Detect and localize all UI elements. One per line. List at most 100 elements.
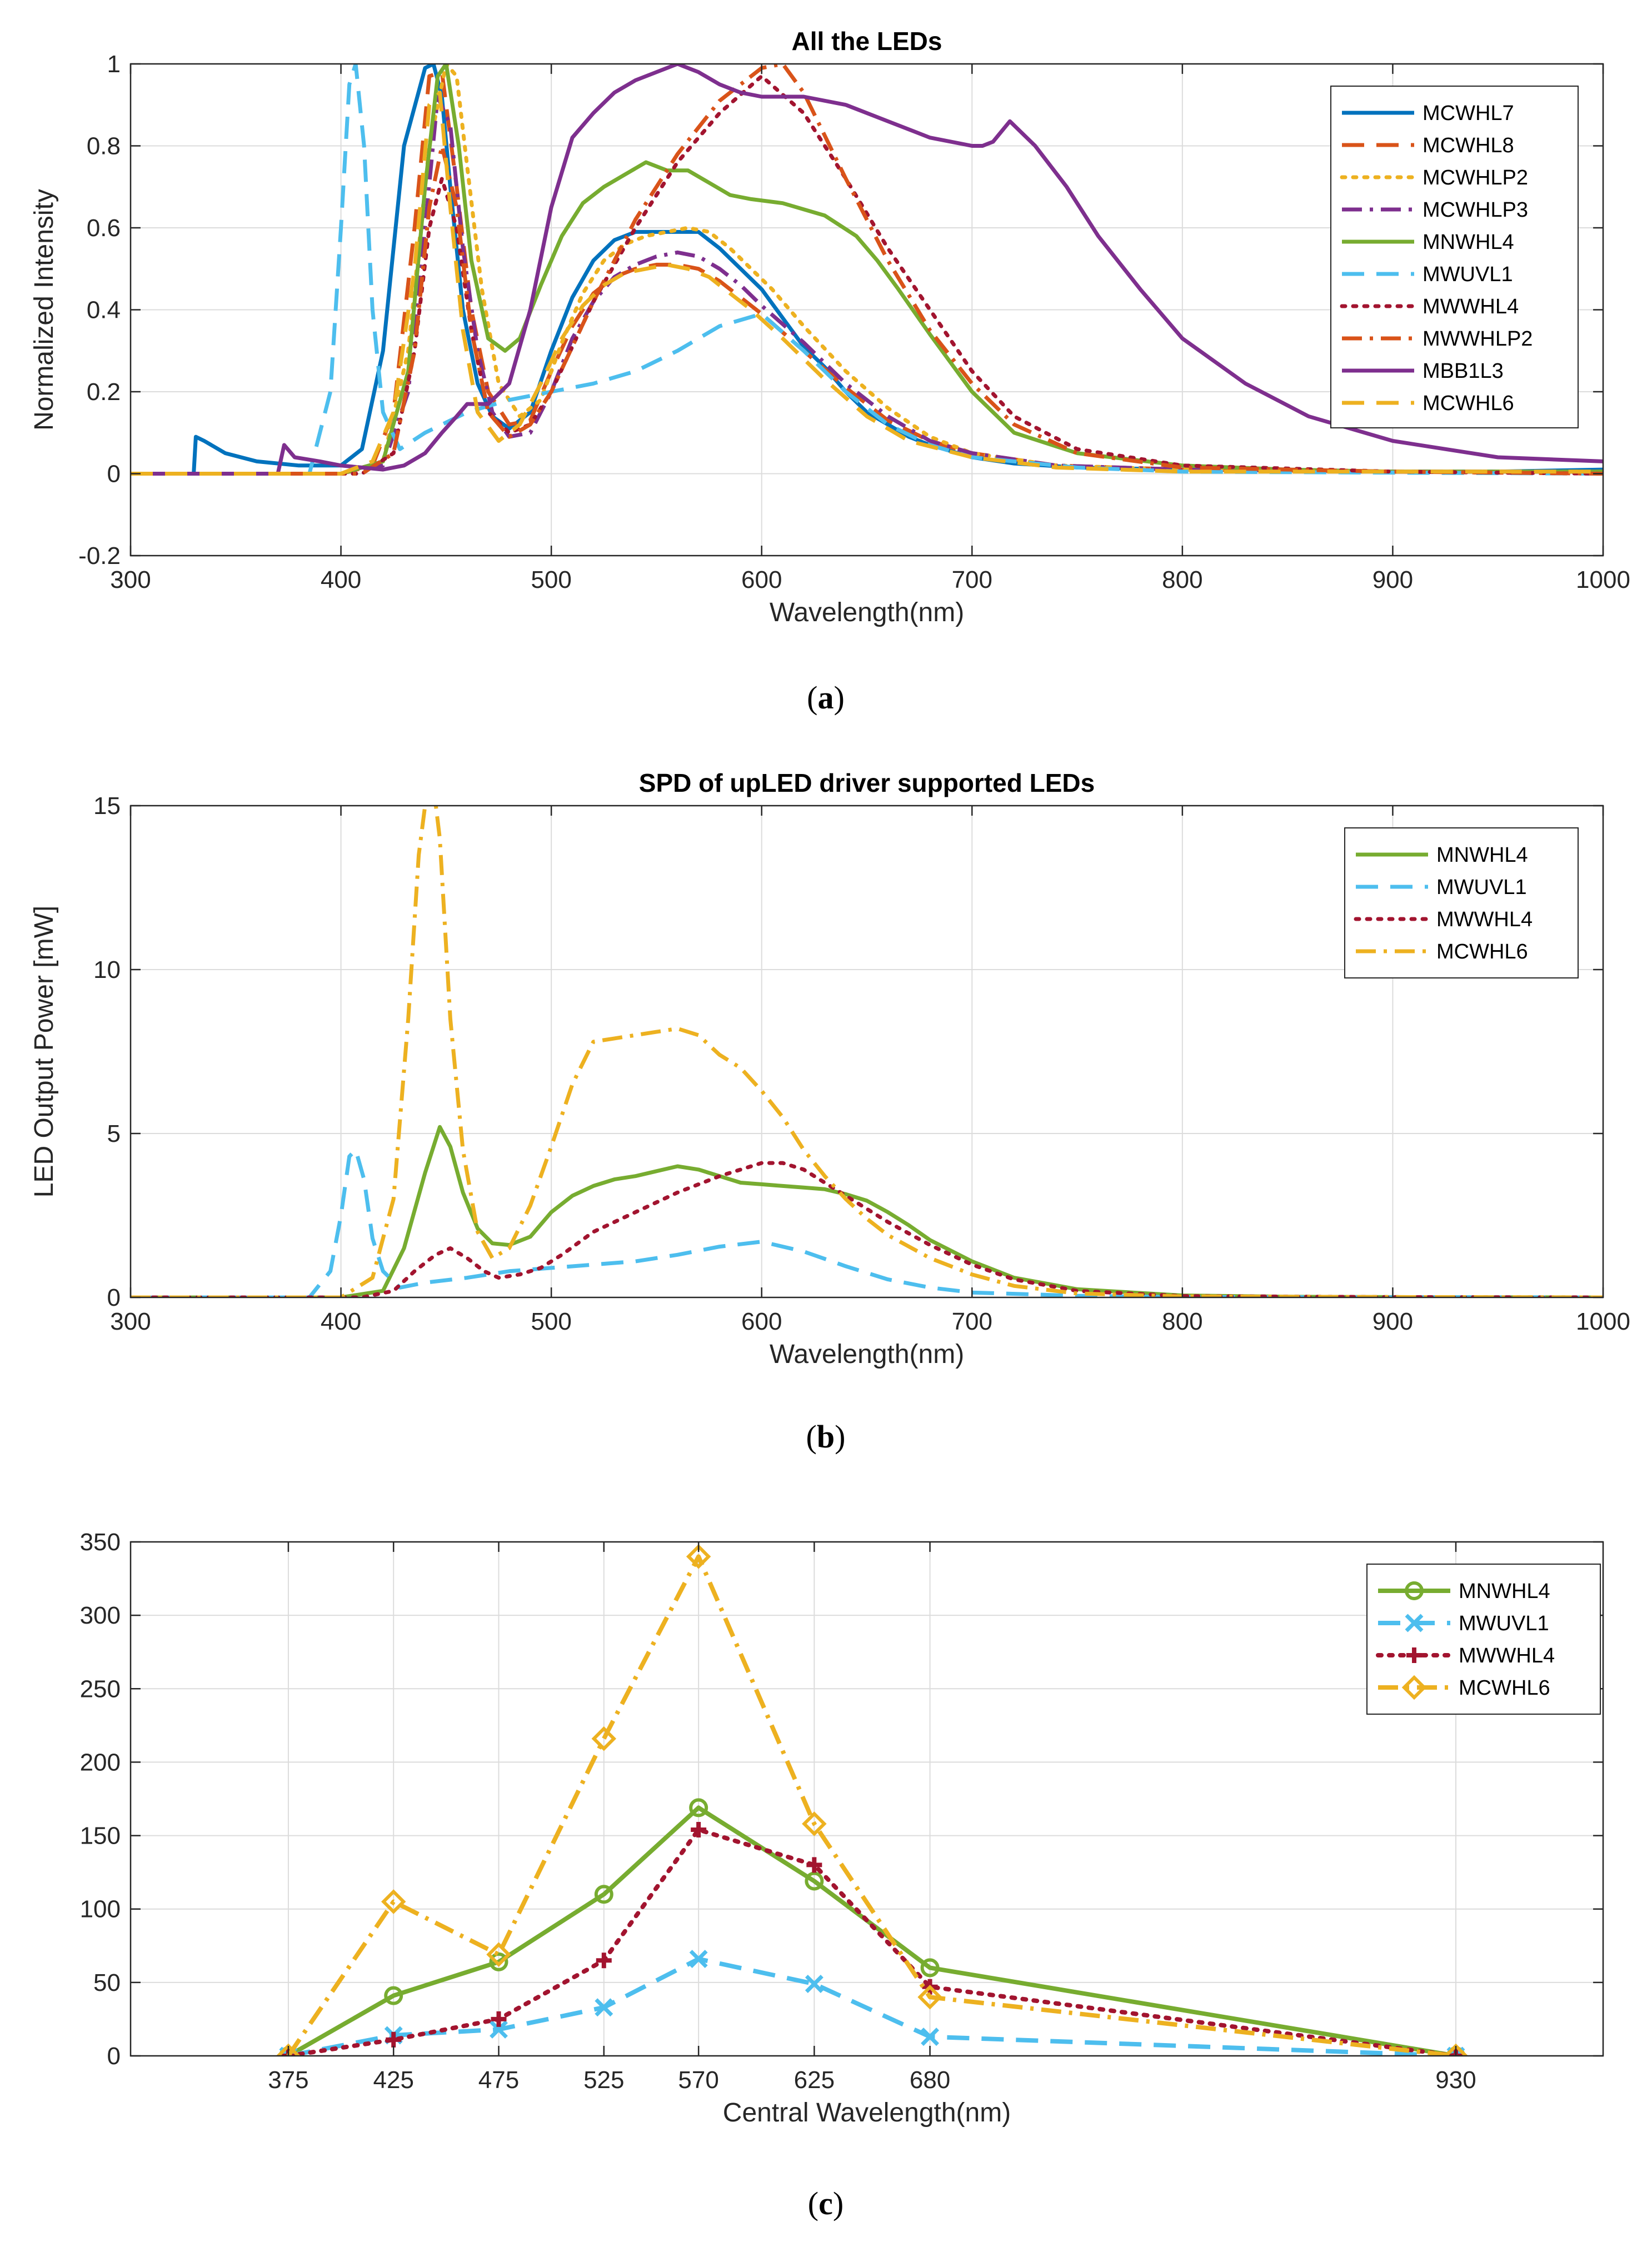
axes-box [129,1541,1604,2057]
x-tick-label: 400 [321,1308,361,1335]
data-point-mnwhl4 [920,1958,940,1978]
data-point-mcwhl6 [381,1889,406,1914]
series-line-mcwhl6 [286,1554,1456,2056]
series-line-mcwhl6 [131,91,1603,476]
x-tick-label: 500 [531,566,571,593]
legend-marker [1406,1647,1422,1663]
series-line-mnwhl4 [131,64,1603,476]
x-tick-label: 375 [268,2066,308,2094]
x-tick-label: 600 [741,1308,782,1335]
y-tick-label: 0.2 [87,378,121,406]
plot-area [131,1542,1603,2056]
x-tick-label: 570 [678,2066,718,2094]
x-tick-label: 525 [583,2066,624,2094]
y-tick-label: 0.8 [87,133,121,160]
data-point-mcwhl6 [1443,2043,1469,2056]
legend-marker [1401,1675,1427,1700]
data-point-mcwhl6 [276,2043,301,2056]
panel-caption: (c) [808,2185,844,2221]
x-tick-label: 680 [910,2066,950,2094]
x-tick-label: 400 [321,566,361,593]
x-tick-label: 300 [110,566,151,593]
legend-entry-mwuvl1: MWUVL1 [1423,263,1513,286]
data-point-mwuvl1 [689,1950,708,1969]
series-line-mbb1l3 [131,64,1603,476]
series-line-mwwhlp2 [131,64,1603,476]
y-axis-label: Normalized Intensity [29,189,59,431]
legend-entry-mcwhl6: MCWHL6 [1436,940,1528,963]
x-axis-label: Wavelength(nm) [770,598,964,627]
data-point-mcwhl6 [486,1942,511,1967]
y-tick-label: 300 [80,1602,121,1629]
data-point-mwwhl4 [491,2011,507,2027]
x-tick-label: 300 [110,1308,151,1335]
chart-a: 300 400 500 600 700 800 900 1000 -0.2 0 0.2 0.4 0.6 0… [29,27,1630,716]
legend: MNWHL4 MWUVL1 MWWHL4 MCWHL6 [1344,827,1579,978]
legend-entry-mwwhl4: MWWHL4 [1459,1644,1555,1667]
data-point-mnwhl4 [594,1885,613,1904]
x-axis-label: Wavelength(nm) [770,1340,964,1369]
legend-entry-mcwhl6: MCWHL6 [1459,1676,1550,1700]
y-tick-label: 10 [93,956,121,983]
legend-entry-mcwhl7: MCWHL7 [1423,102,1514,125]
x-tick-label: 1000 [1576,1308,1630,1335]
legend-entry-mnwhl4: MNWHL4 [1459,1580,1550,1603]
x-tick-label: 500 [531,1308,571,1335]
legend-entry-mcwhl6: MCWHL6 [1423,392,1514,415]
x-tick-label: 800 [1162,566,1202,593]
legend-entry-mwuvl1: MWUVL1 [1459,1612,1549,1635]
series-line-mcwhl6 [131,806,1603,1297]
y-tick-label: 5 [107,1120,121,1147]
y-tick-label: 0.4 [87,297,121,324]
data-point-mwuvl1 [490,2020,508,2039]
y-tick-label: 50 [93,1969,121,1996]
data-point-mwwhl4 [691,1822,707,1837]
y-tick-label: 350 [80,1529,121,1556]
chart-b: 300 400 500 600 700 800 900 1000 0 5 10 15 Wavelengt… [29,768,1630,1455]
data-point-mwwhl4 [806,1857,822,1873]
series-line-mwuvl1 [131,1148,1603,1297]
data-point-mnwhl4 [384,1986,403,2005]
series-line-mnwhl4 [131,1125,1603,1297]
legend-entry-mnwhl4: MNWHL4 [1423,231,1514,254]
y-tick-label: 200 [80,1749,121,1776]
x-axis-label: Central Wavelength(nm) [723,2098,1011,2128]
data-point-mnwhl4 [805,1871,824,1891]
y-tick-label: 100 [80,1896,121,1923]
panel-caption: (a) [807,680,845,716]
y-tick-label: -0.2 [78,542,121,570]
legend-entry-mnwhl4: MNWHL4 [1436,843,1528,867]
axes-box [129,805,1604,1299]
x-tick-label: 900 [1372,566,1413,593]
x-tick-label: 700 [952,566,992,593]
data-point-mwuvl1 [921,2028,940,2046]
data-point-mnwhl4 [689,1798,708,1817]
chart-title: All the LEDs [792,27,942,56]
series-line-mwwhl4 [131,1161,1603,1297]
y-tick-label: 0 [107,461,121,488]
y-tick-label: 150 [80,1822,121,1850]
legend-entry-mwwhl4: MWWHL4 [1423,295,1519,318]
data-point-mwwhl4 [596,1953,612,1969]
x-tick-label: 425 [373,2066,414,2094]
series-group [131,806,1603,1297]
legend-entry-mwwhlp2: MWWHLP2 [1423,327,1533,351]
data-point-mcwhl6 [591,1726,617,1751]
legend-entry-mwwhl4: MWWHL4 [1436,908,1533,931]
legend-entry-mcwhlp3: MCWHLP3 [1423,198,1528,222]
x-tick-label: 625 [794,2066,835,2094]
legend-entry-mbb1l3: MBB1L3 [1423,359,1504,383]
data-point-mcwhl6 [686,1544,711,1569]
legend: MCWHL7 MCWHL8 MCWHLP2 MCWHLP3 MNWHL4 MWUVL1 MW… [1330,86,1579,428]
x-tick-label: 700 [952,1308,992,1335]
y-tick-label: 0 [107,1284,121,1311]
legend-marker [1405,1614,1424,1632]
y-axis-label: LED Output Power [mW] [29,906,59,1198]
series-line-mwwhl4 [131,74,1603,476]
y-tick-label: 0.6 [87,214,121,242]
data-point-mcwhl6 [917,1985,942,2010]
chart-title: SPD of upLED driver supported LEDs [639,768,1095,797]
legend-marker [1405,1581,1424,1600]
panel-caption: (b) [806,1419,846,1455]
